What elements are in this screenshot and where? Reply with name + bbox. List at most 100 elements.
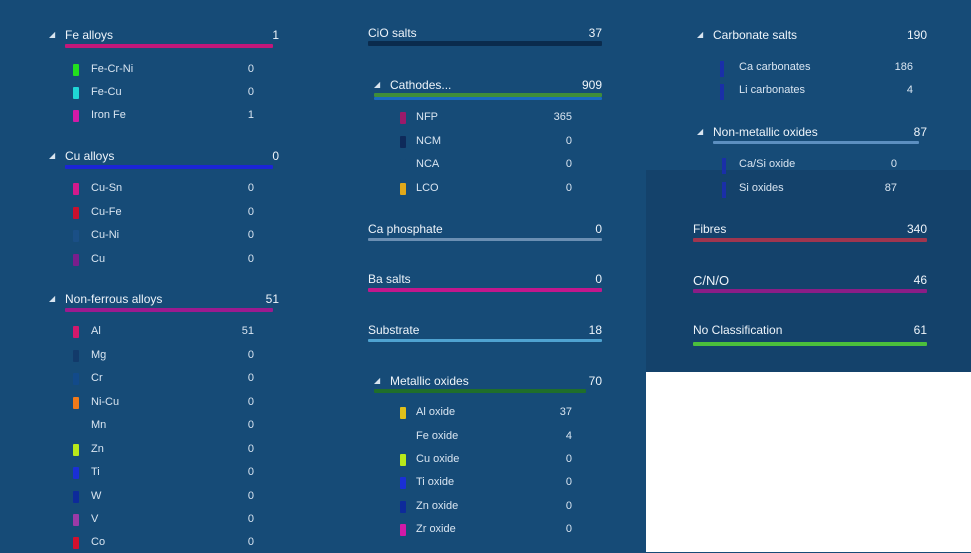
group-title: Ca phosphate — [368, 222, 443, 236]
collapse-arrow-icon[interactable]: ◢ — [374, 376, 381, 385]
item-value: 87 — [884, 182, 897, 194]
color-swatch — [73, 537, 79, 549]
list-item[interactable]: NFP 365 — [390, 110, 602, 128]
list-item[interactable]: Li carbonates 4 — [713, 83, 927, 101]
item-value: 0 — [565, 158, 572, 170]
group-non-ferrous-alloys[interactable]: ◢ Non-ferrous alloys 51 Al 51 Mg 0 Cr 0 … — [49, 292, 279, 549]
list-item[interactable]: Ti oxide 0 — [390, 475, 602, 493]
list-item[interactable]: Cu 0 — [65, 252, 279, 270]
group-ca-phosphate[interactable]: Ca phosphate 0 — [368, 222, 602, 241]
list-item[interactable]: Cu oxide 0 — [390, 452, 602, 470]
group-cathodes[interactable]: ◢ Cathodes... 909 NFP 365 NCM 0 NCA 0 LC… — [374, 78, 602, 195]
list-item[interactable]: NCM 0 — [390, 134, 602, 152]
item-value: 0 — [247, 182, 254, 194]
group-cno[interactable]: C/N/O 46 — [693, 273, 927, 293]
group-header[interactable]: ◢ Non-ferrous alloys 51 — [49, 292, 279, 310]
list-item[interactable]: Cu-Fe 0 — [65, 205, 279, 223]
item-bar — [722, 158, 726, 174]
group-count: 1 — [272, 28, 279, 42]
list-item[interactable]: Ti 0 — [65, 465, 279, 483]
group-fibres[interactable]: Fibres 340 — [693, 222, 927, 242]
collapse-arrow-icon[interactable]: ◢ — [49, 30, 56, 39]
group-no-classification[interactable]: No Classification 61 — [693, 323, 927, 346]
list-item[interactable]: NCA 0 — [390, 157, 602, 175]
list-item[interactable]: Ca/Si oxide 0 — [713, 157, 927, 175]
group-header[interactable]: Fibres 340 — [693, 222, 927, 240]
color-swatch — [400, 136, 406, 148]
list-item[interactable]: Cr 0 — [65, 371, 279, 389]
group-carbonate-salts[interactable]: ◢ Carbonate salts 190 Ca carbonates 186 … — [697, 28, 927, 100]
color-swatch — [73, 467, 79, 479]
group-header[interactable]: Ca phosphate 0 — [368, 222, 602, 240]
group-cio-salts[interactable]: CiO salts 37 — [368, 26, 602, 46]
color-swatch — [73, 373, 79, 385]
list-item[interactable]: LCO 0 — [390, 181, 602, 199]
list-item[interactable]: V 0 — [65, 512, 279, 530]
item-value: 0 — [247, 419, 254, 431]
group-header[interactable]: ◢ Metallic oxides 70 — [374, 374, 602, 392]
group-substrate[interactable]: Substrate 18 — [368, 323, 602, 342]
list-item[interactable]: Fe-Cr-Ni 0 — [65, 62, 279, 80]
color-swatch — [73, 350, 79, 362]
item-value: 0 — [565, 453, 572, 465]
group-non-metallic-oxides[interactable]: ◢ Non-metallic oxides 87 Ca/Si oxide 0 S… — [697, 125, 927, 198]
group-metallic-oxides[interactable]: ◢ Metallic oxides 70 Al oxide 37 Fe oxid… — [374, 374, 602, 536]
list-item[interactable]: Fe oxide 4 — [390, 429, 602, 447]
group-header[interactable]: ◢ Fe alloys 1 — [49, 28, 279, 46]
group-count: 61 — [913, 323, 927, 337]
item-value: 0 — [247, 396, 254, 408]
list-item[interactable]: Zn oxide 0 — [390, 499, 602, 517]
item-value: 0 — [247, 349, 254, 361]
item-value: 4 — [565, 430, 572, 442]
list-item[interactable]: Zr oxide 0 — [390, 522, 602, 540]
list-item[interactable]: Si oxides 87 — [713, 181, 927, 199]
list-item[interactable]: Ni-Cu 0 — [65, 395, 279, 413]
list-item[interactable]: Cu-Ni 0 — [65, 228, 279, 246]
group-fe-alloys[interactable]: ◢ Fe alloys 1 Fe-Cr-Ni 0 Fe-Cu 0 Iron Fe… — [49, 28, 279, 122]
list-item[interactable]: Fe-Cu 0 — [65, 85, 279, 103]
group-bar — [368, 339, 602, 342]
list-item[interactable]: Zn 0 — [65, 442, 279, 460]
item-label: Ti oxide — [416, 476, 455, 488]
group-header[interactable]: C/N/O 46 — [693, 273, 927, 291]
group-header[interactable]: Substrate 18 — [368, 323, 602, 341]
color-swatch — [400, 454, 406, 466]
group-bar — [368, 41, 602, 46]
group-bar — [368, 238, 602, 241]
group-header[interactable]: Ba salts 0 — [368, 272, 602, 290]
group-header[interactable]: CiO salts 37 — [368, 26, 602, 44]
collapse-arrow-icon[interactable]: ◢ — [697, 127, 704, 136]
group-count: 87 — [913, 125, 927, 139]
collapse-arrow-icon[interactable]: ◢ — [49, 294, 56, 303]
group-header[interactable]: ◢ Non-metallic oxides 87 — [697, 125, 927, 143]
item-bar — [720, 84, 724, 100]
list-item[interactable]: Ca carbonates 186 — [713, 60, 927, 78]
item-value: 0 — [247, 536, 254, 548]
group-header[interactable]: No Classification 61 — [693, 323, 927, 341]
collapse-arrow-icon[interactable]: ◢ — [697, 30, 704, 39]
list-item[interactable]: Al 51 — [65, 324, 279, 342]
group-ba-salts[interactable]: Ba salts 0 — [368, 272, 602, 292]
item-value: 0 — [565, 476, 572, 488]
group-title: Ba salts — [368, 272, 411, 286]
group-title: Cathodes... — [390, 78, 452, 92]
group-header[interactable]: ◢ Carbonate salts 190 — [697, 28, 927, 46]
color-swatch — [400, 477, 406, 489]
list-item[interactable]: W 0 — [65, 489, 279, 507]
group-bar — [693, 238, 927, 242]
list-item[interactable]: Iron Fe 1 — [65, 108, 279, 126]
item-label: Fe-Cr-Ni — [91, 63, 134, 75]
group-title: Fibres — [693, 222, 727, 236]
group-cu-alloys[interactable]: ◢ Cu alloys 0 Cu-Sn 0 Cu-Fe 0 Cu-Ni 0 Cu… — [49, 149, 279, 266]
collapse-arrow-icon[interactable]: ◢ — [49, 151, 56, 160]
color-swatch — [400, 524, 406, 536]
group-header[interactable]: ◢ Cathodes... 909 — [374, 78, 602, 96]
group-header[interactable]: ◢ Cu alloys 0 — [49, 149, 279, 167]
list-item[interactable]: Mg 0 — [65, 348, 279, 366]
list-item[interactable]: Co 0 — [65, 535, 279, 553]
collapse-arrow-icon[interactable]: ◢ — [374, 80, 381, 89]
list-item[interactable]: Cu-Sn 0 — [65, 181, 279, 199]
color-swatch — [73, 444, 79, 456]
list-item[interactable]: Mn 0 — [65, 418, 279, 436]
list-item[interactable]: Al oxide 37 — [390, 405, 602, 423]
